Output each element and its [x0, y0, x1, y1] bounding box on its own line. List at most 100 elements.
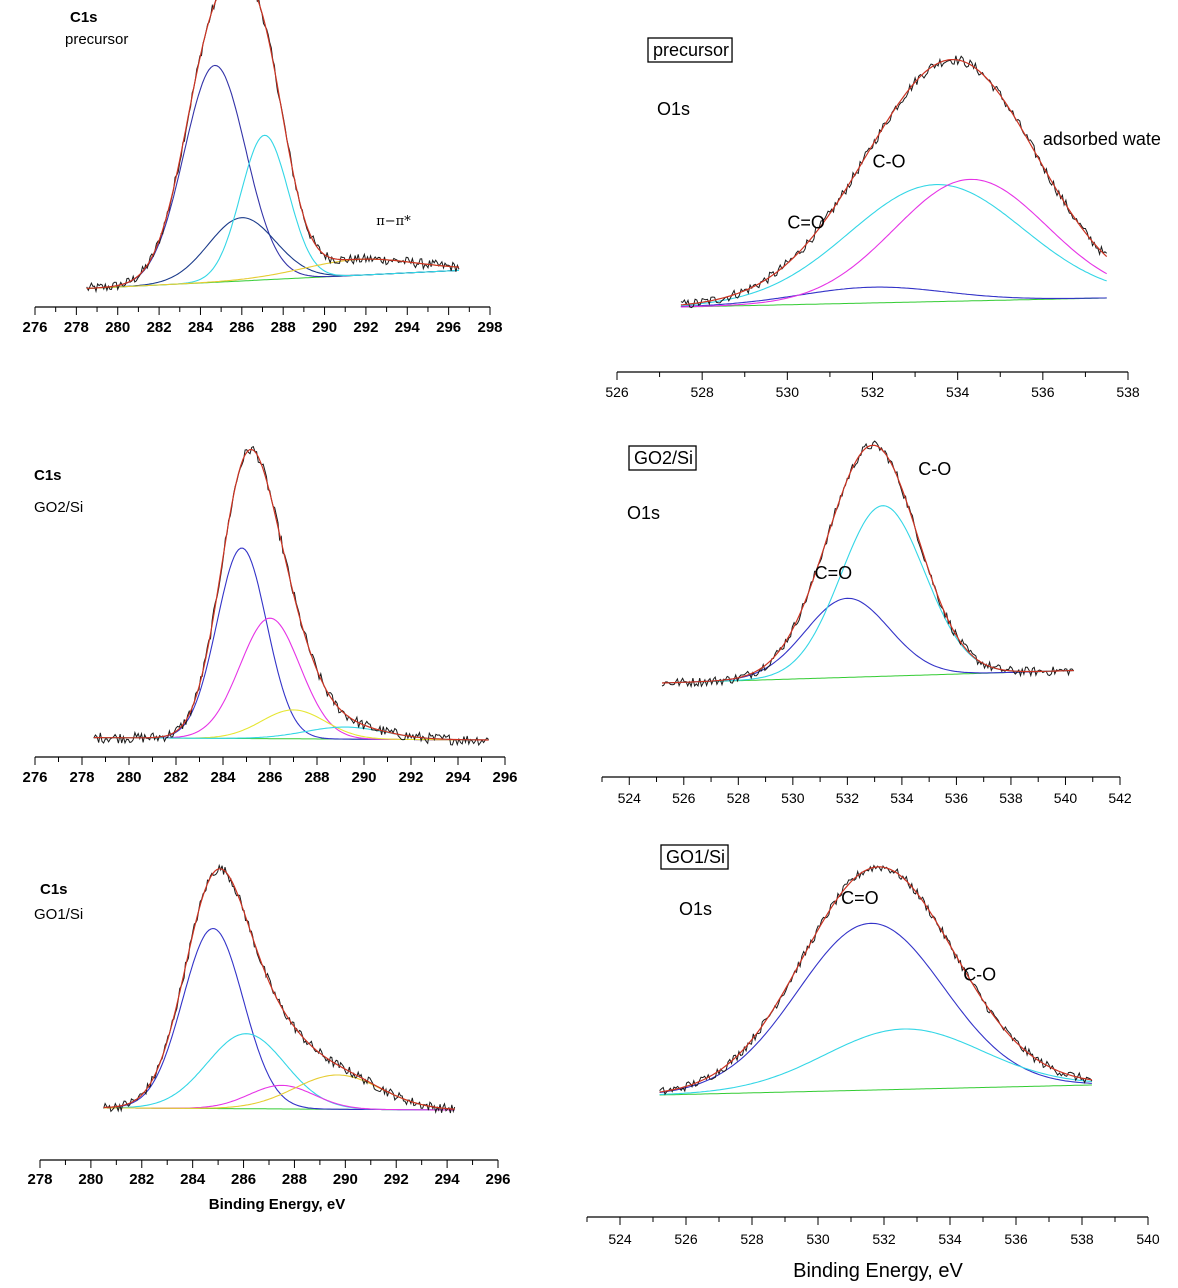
component-pi-pi* — [86, 258, 460, 290]
component-C=C — [103, 927, 455, 1111]
x-tick-label: 292 — [398, 769, 423, 786]
x-tick-label: 534 — [946, 384, 970, 400]
envelope-fit-curve — [86, 0, 460, 289]
x-tick-label: 538 — [1116, 384, 1140, 400]
raw-data-curve — [661, 440, 1075, 689]
x-tick-label: 280 — [78, 1171, 103, 1188]
peak-annotation: C=O — [787, 212, 825, 232]
x-tick-label: 526 — [674, 1231, 698, 1247]
panel-o1s_go1si: 524 526 528 530 532 534 536 538 540 GO1/Si O1s Bind… — [586, 844, 1160, 1282]
x-tick-label: 296 — [492, 769, 517, 786]
x-tick-label: 288 — [282, 1171, 307, 1188]
peak-annotation: C-O — [873, 152, 906, 172]
x-tick-label: 284 — [210, 769, 236, 786]
raw-data-curve — [103, 863, 456, 1115]
panel-title: C1s — [34, 467, 62, 484]
x-tick-label: 534 — [890, 790, 914, 806]
x-tick-label: 286 — [229, 319, 254, 336]
x-tick-label: 538 — [1070, 1231, 1094, 1247]
x-axis-label: Binding Energy, eV — [793, 1260, 963, 1282]
panel-sample-label: GO1/Si — [34, 906, 83, 923]
panel-c1s_go2si: 276 278 280 282 284 286 288 290 292 294 296 C1s GO2/… — [22, 445, 518, 786]
panel-title-box — [628, 445, 697, 471]
panel-title: GO1/Si — [666, 847, 725, 867]
envelope-fit-curve — [661, 444, 1074, 684]
x-tick-label: 286 — [257, 769, 282, 786]
x-tick-label: 284 — [180, 1171, 206, 1188]
panel-o1s_precursor: 526 528 530 532 534 536 538 precursor O1s adsorbe… — [605, 37, 1161, 400]
x-tick-label: 524 — [608, 1231, 632, 1247]
panel-sample-label: O1s — [657, 99, 690, 119]
x-tick-label: 528 — [690, 384, 714, 400]
component-C-O — [680, 184, 1107, 307]
panel-c1s_go1si: 278 280 282 284 286 288 290 292 294 296 C1s GO1/Si B… — [27, 863, 511, 1213]
peak-annotation: C=O — [841, 888, 879, 908]
panel-title-box — [660, 844, 729, 870]
component-C=C — [86, 64, 460, 289]
component-C=O — [680, 286, 1107, 308]
x-tick-label: 294 — [445, 769, 471, 786]
peak-annotation: adsorbed wate — [1043, 129, 1161, 149]
envelope-fit-curve — [103, 868, 455, 1110]
raw-data-curve — [680, 55, 1108, 309]
x-tick-label: 294 — [395, 319, 421, 336]
x-tick-label: 290 — [333, 1171, 358, 1188]
raw-data-curve — [86, 0, 460, 294]
x-tick-label: 284 — [188, 319, 214, 336]
x-tick-label: 528 — [727, 790, 751, 806]
panel-c1s_precursor: 276 278 280 282 284 286 288 290 292 294 296 298 C1s p… — [22, 0, 503, 336]
x-tick-label: 526 — [605, 384, 629, 400]
x-tick-label: 280 — [116, 769, 141, 786]
component-adsorbed water — [680, 178, 1107, 308]
envelope-fit-curve — [93, 448, 489, 741]
x-tick-label: 540 — [1136, 1231, 1160, 1247]
panel-sample-label: O1s — [627, 503, 660, 523]
component-C=O — [86, 134, 460, 290]
panel-o1s_go2si: 524 526 528 530 532 534 536 538 540 542 GO2/Si O1s C… — [601, 440, 1132, 806]
panel-sample-label: O1s — [679, 899, 712, 919]
x-tick-label: 282 — [147, 319, 172, 336]
x-tick-label: 296 — [436, 319, 461, 336]
panel-sample-label: GO2/Si — [34, 499, 83, 516]
x-tick-label: 278 — [27, 1171, 52, 1188]
panel-title: C1s — [70, 9, 98, 26]
x-tick-label: 298 — [477, 319, 502, 336]
x-tick-label: 538 — [999, 790, 1023, 806]
x-tick-label: 294 — [435, 1171, 461, 1188]
component-C-O — [659, 1028, 1092, 1096]
x-tick-label: 282 — [163, 769, 188, 786]
x-tick-label: 282 — [129, 1171, 154, 1188]
panel-title: C1s — [40, 881, 68, 898]
x-tick-label: 536 — [1031, 384, 1055, 400]
x-tick-label: 292 — [353, 319, 378, 336]
x-tick-label: 526 — [672, 790, 696, 806]
x-tick-label: 540 — [1054, 790, 1078, 806]
x-tick-label: 530 — [781, 790, 805, 806]
x-tick-label: 530 — [806, 1231, 830, 1247]
peak-annotation: π−π* — [376, 214, 411, 229]
x-tick-label: 288 — [304, 769, 329, 786]
x-tick-label: 530 — [776, 384, 800, 400]
background-curve — [659, 1084, 1092, 1096]
peak-annotation: C-O — [918, 459, 951, 479]
x-tick-label: 528 — [740, 1231, 764, 1247]
panel-title: precursor — [653, 40, 729, 60]
x-tick-label: 290 — [351, 769, 376, 786]
component-C-O — [93, 617, 489, 741]
x-tick-label: 278 — [64, 319, 89, 336]
x-axis-label: Binding Energy, eV — [209, 1196, 345, 1213]
x-tick-label: 524 — [618, 790, 642, 806]
peak-annotation: C-O — [963, 964, 996, 984]
component-C=O — [661, 597, 1074, 684]
x-tick-label: 534 — [938, 1231, 962, 1247]
x-tick-label: 276 — [22, 769, 47, 786]
x-tick-label: 290 — [312, 319, 337, 336]
panel-title-box — [647, 37, 733, 63]
x-tick-label: 532 — [836, 790, 860, 806]
x-tick-label: 536 — [1004, 1231, 1028, 1247]
panel-title: GO2/Si — [634, 448, 693, 468]
x-tick-label: 296 — [485, 1171, 510, 1188]
raw-data-curve — [93, 445, 489, 747]
x-tick-label: 280 — [105, 319, 130, 336]
